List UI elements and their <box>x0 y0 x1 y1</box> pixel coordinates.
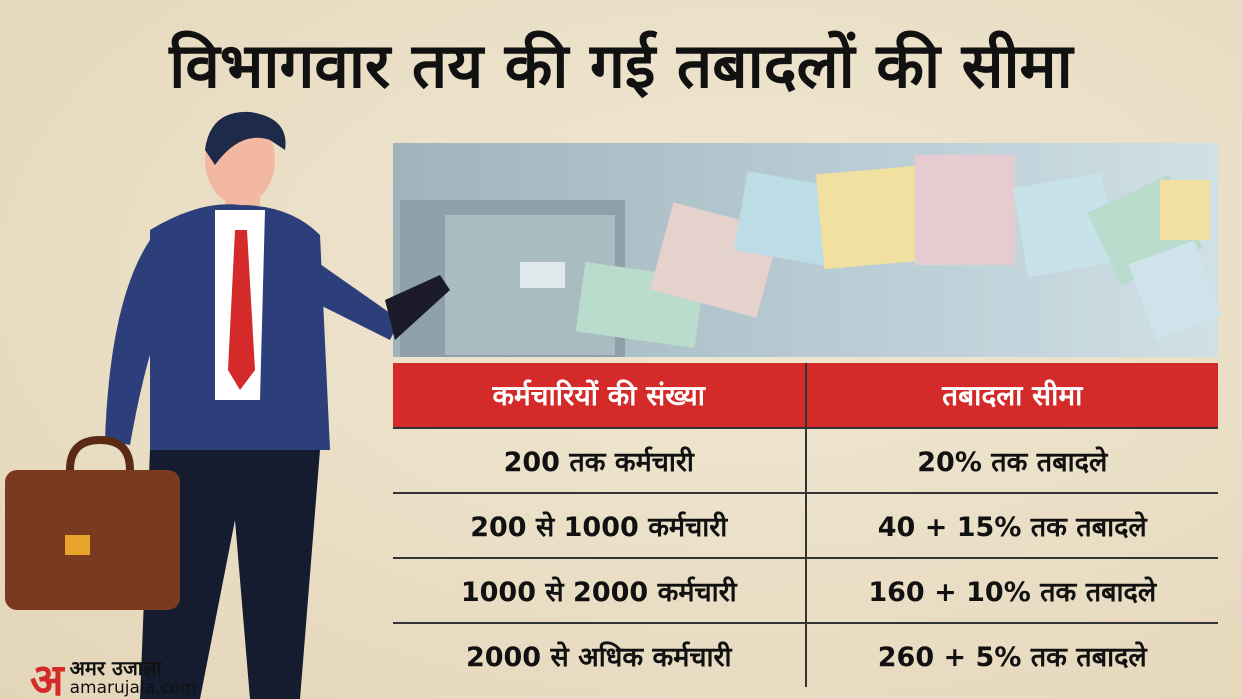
title: विभागवार तय की गई तबादलों की सीमा <box>169 29 1073 102</box>
header-cell: कर्मचारियों की संख्या <box>393 363 806 428</box>
label-slot <box>520 262 565 288</box>
table-row: 2000 से अधिक कर्मचारी 260 + 5% तक तबादले <box>393 622 1218 687</box>
envelopes <box>575 155 1222 349</box>
table-cell: 20% तक तबादले <box>804 427 1218 493</box>
table-cell: 260 + 5% तक तबादले <box>804 622 1218 687</box>
businessman <box>5 111 450 699</box>
table-cell: 40 + 15% तक तबादले <box>804 492 1218 558</box>
table-cell: 200 से 1000 कर्मचारी <box>393 492 806 558</box>
header-cell: तबादला सीमा <box>804 363 1218 428</box>
table-row: 200 तक कर्मचारी 20% तक तबादले <box>393 427 1218 493</box>
table-cell: 2000 से अधिक कर्मचारी <box>393 622 806 687</box>
transfer-table: कर्मचारियों की संख्या तबादला सीमा 200 तक… <box>393 363 1218 687</box>
logo-url: amarujala.com <box>69 678 197 698</box>
table-row: 1000 से 2000 कर्मचारी 160 + 10% तक तबादले <box>393 557 1218 623</box>
table-cell: 160 + 10% तक तबादले <box>804 557 1218 623</box>
logo: अ अमर उजाला amarujala.com <box>30 648 197 699</box>
table-row: 200 से 1000 कर्मचारी 40 + 15% तक तबादले <box>393 492 1218 558</box>
table-cell: 1000 से 2000 कर्मचारी <box>393 557 806 623</box>
logo-name: अमर उजाला <box>69 656 162 680</box>
logo-mark: अ <box>30 655 64 699</box>
table-cell: 200 तक कर्मचारी <box>393 427 806 493</box>
